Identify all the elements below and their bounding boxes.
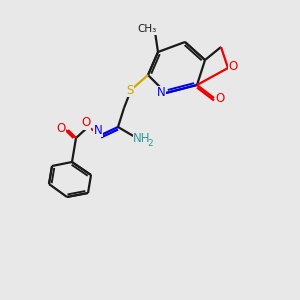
Text: N: N: [94, 124, 102, 136]
Text: S: S: [126, 83, 134, 97]
Text: O: O: [56, 122, 66, 136]
Text: NH: NH: [133, 133, 151, 146]
Text: O: O: [215, 92, 225, 104]
Text: O: O: [81, 116, 91, 130]
Text: N: N: [157, 86, 165, 100]
Text: 2: 2: [147, 140, 153, 148]
Text: O: O: [228, 59, 238, 73]
Text: CH₃: CH₃: [137, 24, 157, 34]
